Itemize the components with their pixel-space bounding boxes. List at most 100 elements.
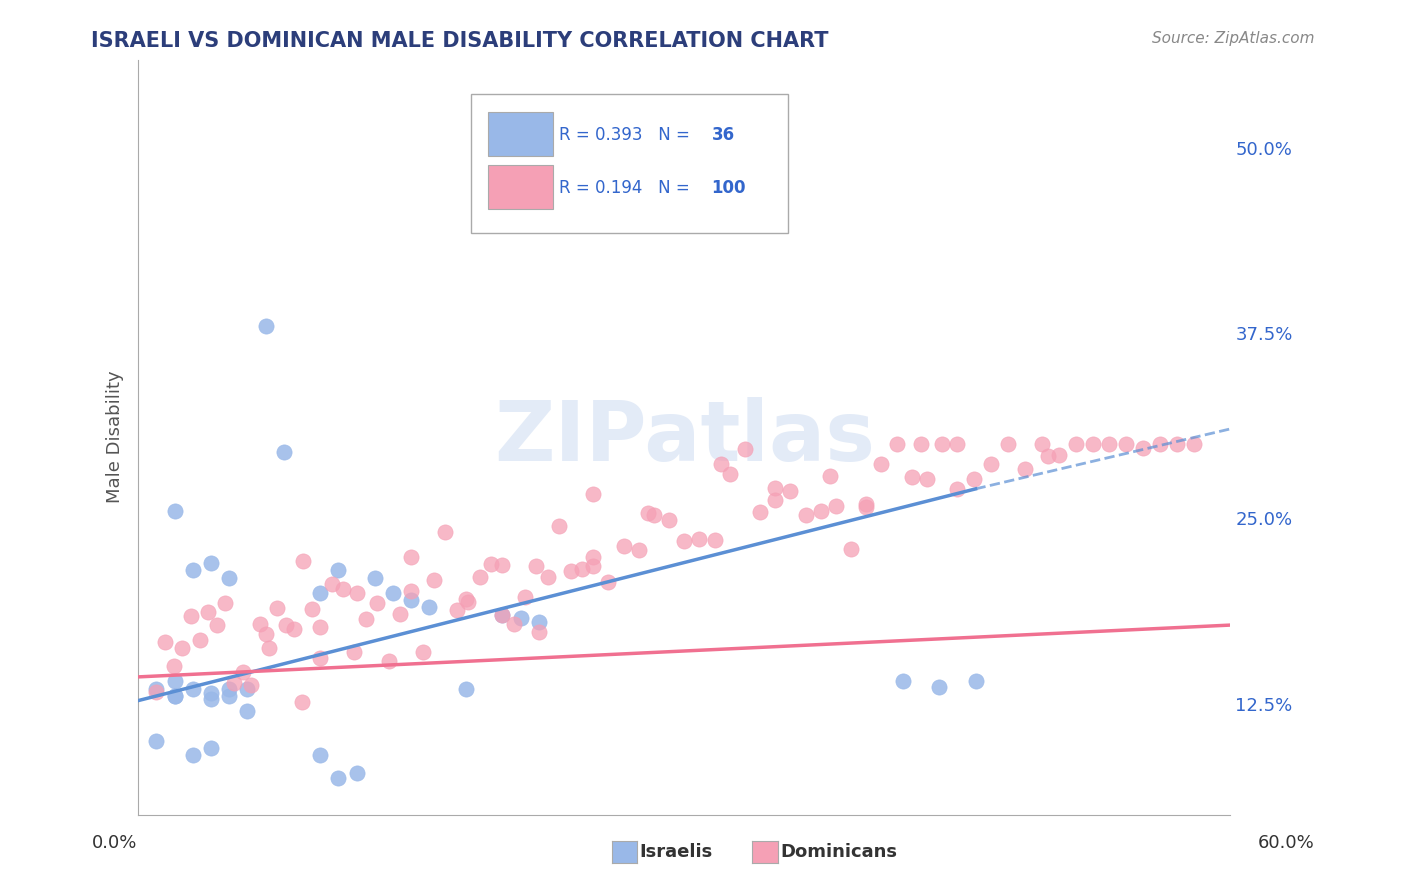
Point	[886, 437, 908, 451]
Point	[309, 620, 332, 634]
Point	[901, 470, 924, 484]
Point	[218, 681, 240, 696]
Point	[446, 603, 468, 617]
Point	[388, 607, 411, 622]
Point	[1149, 437, 1171, 451]
Point	[637, 506, 659, 520]
Point	[382, 585, 405, 599]
Point	[548, 519, 571, 533]
Point	[232, 665, 254, 680]
Point	[710, 457, 733, 471]
Text: ZIPatlas: ZIPatlas	[494, 397, 875, 477]
Point	[915, 472, 938, 486]
Point	[328, 771, 350, 785]
Point	[491, 558, 513, 573]
Point	[309, 748, 332, 763]
Point	[910, 437, 932, 451]
Point	[181, 748, 204, 763]
Text: Dominicans: Dominicans	[780, 843, 897, 861]
Point	[145, 685, 167, 699]
Point	[658, 512, 681, 526]
Point	[980, 457, 1002, 471]
Point	[301, 601, 323, 615]
Point	[332, 582, 354, 596]
Point	[236, 681, 259, 696]
Point	[928, 680, 950, 694]
Point	[965, 674, 987, 689]
Point	[763, 481, 786, 495]
Point	[200, 741, 222, 756]
Point	[931, 437, 953, 451]
Point	[582, 549, 605, 564]
Point	[163, 689, 186, 703]
Point	[153, 635, 176, 649]
Point	[839, 542, 862, 557]
Point	[401, 593, 423, 607]
Point	[825, 499, 848, 513]
Point	[172, 640, 194, 655]
Point	[188, 633, 211, 648]
Point	[181, 563, 204, 577]
Point	[963, 472, 986, 486]
Point	[200, 686, 222, 700]
Point	[513, 590, 536, 604]
Y-axis label: Male Disability: Male Disability	[107, 371, 124, 503]
Point	[946, 482, 969, 496]
Point	[200, 556, 222, 570]
Point	[163, 689, 186, 703]
Point	[236, 704, 259, 718]
Point	[283, 622, 305, 636]
Point	[328, 563, 350, 577]
Point	[891, 674, 914, 689]
Point	[509, 610, 531, 624]
Point	[749, 505, 772, 519]
Point	[346, 766, 368, 780]
Point	[274, 617, 297, 632]
Point	[1031, 437, 1053, 451]
Text: R = 0.393   N =: R = 0.393 N =	[558, 126, 695, 145]
Point	[491, 607, 513, 622]
Point	[779, 483, 801, 498]
Point	[673, 534, 696, 549]
Point	[763, 493, 786, 508]
Point	[1182, 437, 1205, 451]
Point	[1047, 448, 1070, 462]
Point	[145, 733, 167, 747]
Point	[292, 553, 315, 567]
FancyBboxPatch shape	[488, 112, 554, 156]
Point	[855, 497, 877, 511]
Point	[794, 508, 817, 522]
Point	[145, 681, 167, 696]
Point	[214, 596, 236, 610]
Point	[257, 640, 280, 655]
Point	[526, 558, 548, 573]
Point	[205, 618, 228, 632]
Point	[200, 692, 222, 706]
Point	[598, 575, 620, 590]
Point	[197, 605, 219, 619]
Point	[163, 504, 186, 518]
Point	[613, 540, 636, 554]
Point	[643, 508, 665, 523]
Text: ISRAELI VS DOMINICAN MALE DISABILITY CORRELATION CHART: ISRAELI VS DOMINICAN MALE DISABILITY COR…	[91, 31, 830, 51]
Point	[423, 573, 446, 587]
Point	[502, 617, 524, 632]
Point	[163, 659, 186, 673]
Text: 0.0%: 0.0%	[91, 834, 136, 852]
Point	[401, 583, 423, 598]
Point	[273, 445, 295, 459]
Point	[240, 678, 263, 692]
Point	[946, 437, 969, 451]
Point	[401, 549, 423, 564]
Point	[222, 675, 245, 690]
Point	[434, 524, 457, 539]
Point	[1064, 437, 1087, 451]
Point	[527, 615, 550, 629]
Point	[582, 558, 605, 573]
Point	[254, 626, 277, 640]
Point	[377, 655, 399, 669]
Point	[364, 571, 387, 585]
Point	[818, 468, 841, 483]
FancyBboxPatch shape	[488, 165, 554, 209]
Point	[527, 625, 550, 640]
